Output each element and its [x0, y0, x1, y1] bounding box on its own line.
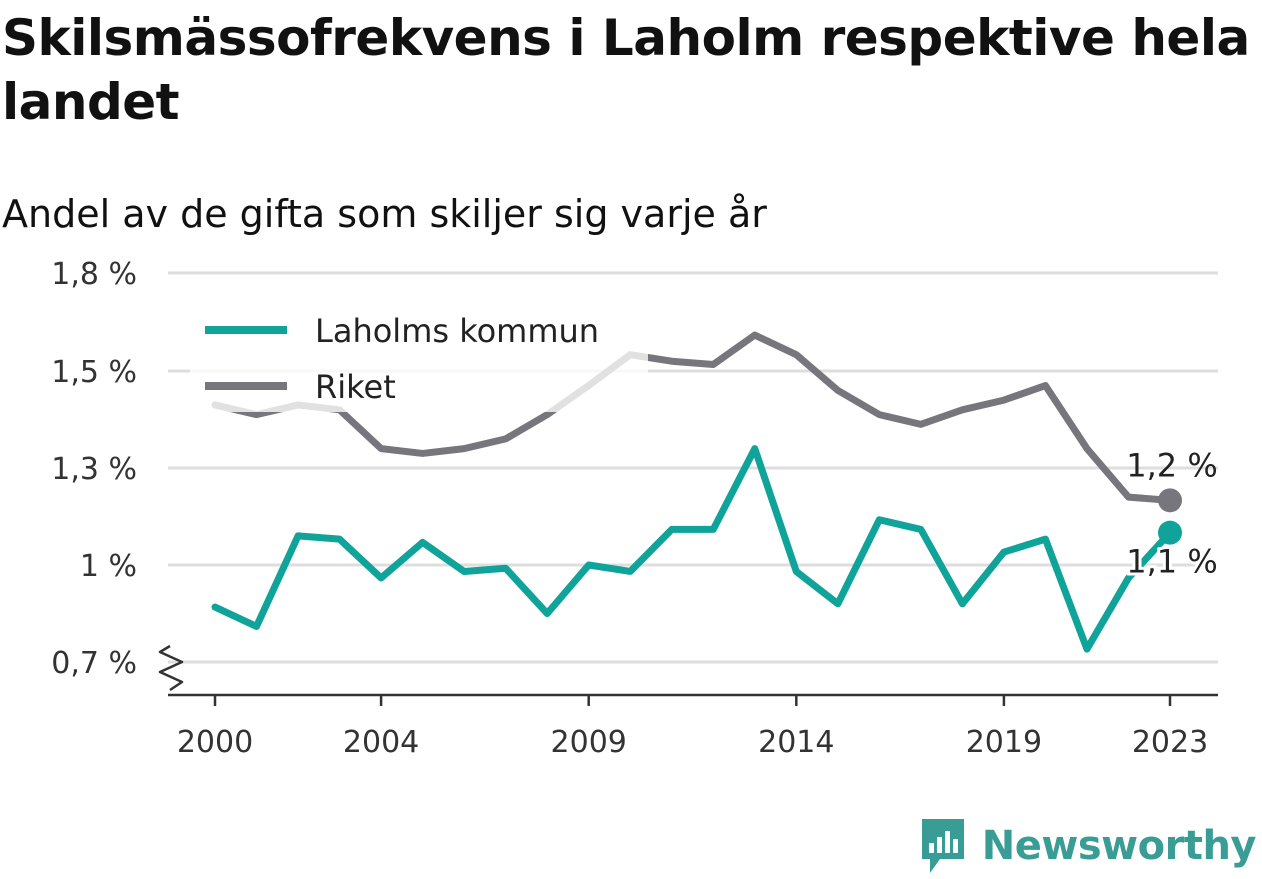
- end-value-label: 1,2 %: [1126, 446, 1217, 484]
- legend-label: Riket: [315, 368, 396, 406]
- legend-label: Laholms kommun: [315, 312, 599, 350]
- series-line: [211, 331, 1174, 504]
- y-tick-label: 1,8 %: [51, 257, 137, 292]
- x-tick-label: 2019: [966, 725, 1042, 760]
- end-point: [1158, 488, 1182, 513]
- x-tick-label: 2014: [758, 725, 834, 760]
- x-tick-label: 2023: [1132, 725, 1208, 760]
- newsworthy-brand: Newsworthy: [918, 817, 1257, 875]
- y-tick-label: 1 %: [80, 549, 137, 584]
- y-tick-label: 1,3 %: [51, 452, 137, 487]
- brand-name: Newsworthy: [981, 823, 1257, 869]
- end-point: [1158, 520, 1182, 545]
- grid-lines: [168, 271, 1218, 664]
- end-value-label: 1,1 %: [1126, 543, 1217, 581]
- y-tick-label: 1,5 %: [51, 355, 137, 390]
- end-labels: 1,1 % 1,2 %: [1123, 446, 1220, 583]
- y-tick-label: 0,7 %: [51, 646, 137, 681]
- y-axis: 0,7 % 1 % 1,3 % 1,5 % 1,8 %: [51, 257, 184, 692]
- chart-title: Skilsmässofrekvens i Laholm respektive h…: [2, 9, 1250, 131]
- x-tick-label: 2000: [177, 725, 253, 760]
- chart-subtitle: Andel av de gifta som skiljer sig varje …: [2, 192, 767, 236]
- x-axis: 2000 2004 2009 2014 2019 2023: [168, 693, 1218, 760]
- series-lines: [211, 331, 1182, 653]
- legend: Laholms kommun Riket: [190, 300, 648, 412]
- newsworthy-logo-icon: [921, 819, 964, 873]
- x-tick-label: 2004: [343, 725, 419, 760]
- series-line: [211, 445, 1174, 653]
- axis-break-icon: [158, 644, 184, 692]
- x-tick-label: 2009: [551, 725, 627, 760]
- legend-background: [190, 300, 648, 412]
